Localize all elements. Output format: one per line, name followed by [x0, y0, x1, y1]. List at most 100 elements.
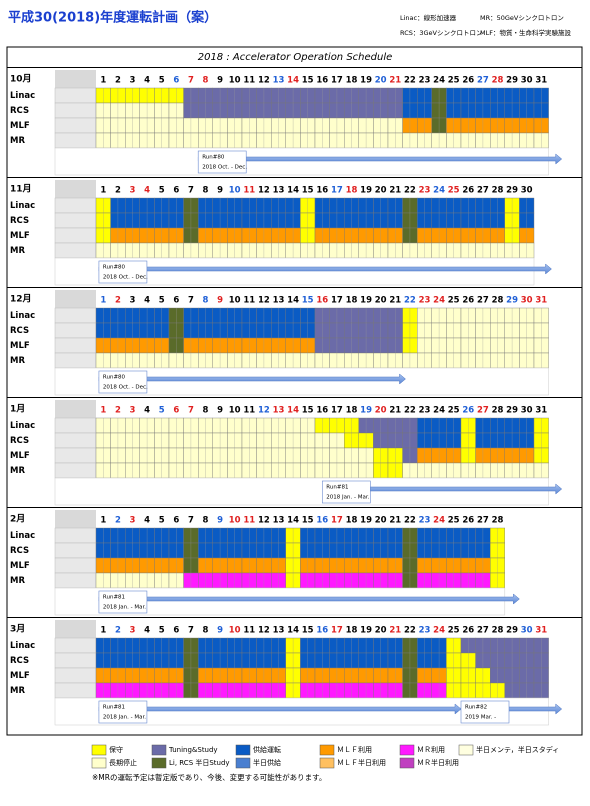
row-gray — [54, 102, 97, 119]
day-number: 18 — [346, 76, 358, 86]
day-number: 10 — [229, 186, 241, 196]
facility-label: MLF — [10, 671, 30, 681]
day-number: 6 — [173, 186, 179, 196]
row-gray — [54, 212, 97, 229]
day-number: 14 — [287, 296, 299, 306]
day-number: 15 — [302, 626, 314, 636]
day-number: 5 — [159, 296, 165, 306]
day-number: 13 — [273, 186, 285, 196]
day-number: 9 — [217, 626, 223, 636]
day-number: 18 — [346, 626, 358, 636]
day-number: 30 — [521, 186, 533, 196]
header-gray — [55, 620, 96, 638]
facility-label: MLF — [10, 231, 30, 241]
day-number: 2 — [115, 76, 121, 86]
day-number: 17 — [331, 296, 343, 306]
facility-label: MLF — [10, 561, 30, 571]
month-label: 10月 — [10, 74, 32, 85]
legend-label: 半日供給 — [253, 758, 281, 767]
day-number: 28 — [492, 516, 504, 526]
day-number: 26 — [462, 406, 474, 416]
day-number: 10 — [229, 626, 241, 636]
day-number: 3 — [130, 406, 136, 416]
day-number: 31 — [535, 76, 547, 86]
header-gray — [55, 290, 96, 308]
day-number: 6 — [173, 76, 179, 86]
day-number: 24 — [433, 626, 445, 636]
day-number: 24 — [433, 516, 445, 526]
day-number: 13 — [273, 516, 285, 526]
day-number: 29 — [506, 626, 518, 636]
day-number: 22 — [404, 516, 416, 526]
day-number: 16 — [316, 296, 328, 306]
day-number: 14 — [287, 516, 299, 526]
day-number: 1 — [100, 186, 106, 196]
row-gray — [54, 417, 97, 434]
row-gray — [54, 667, 97, 684]
month-separator — [7, 67, 582, 68]
day-number: 27 — [477, 406, 489, 416]
row-gray — [54, 132, 97, 149]
facility-label: RCS — [10, 326, 29, 336]
day-number: 27 — [477, 626, 489, 636]
day-number: 4 — [144, 76, 150, 86]
legend-label: ＭＬＦ利用 — [337, 745, 372, 754]
day-number: 24 — [433, 296, 445, 306]
day-number: 9 — [217, 516, 223, 526]
day-number: 23 — [419, 186, 431, 196]
day-number: 26 — [462, 626, 474, 636]
day-number: 28 — [492, 626, 504, 636]
day-number: 1 — [100, 626, 106, 636]
run-name: Run#81 — [326, 485, 348, 491]
day-number: 25 — [448, 626, 460, 636]
day-number: 31 — [535, 626, 547, 636]
day-number: 1 — [100, 76, 106, 86]
day-number: 21 — [389, 406, 401, 416]
facility-label: Linac — [10, 201, 35, 211]
day-number: 27 — [477, 76, 489, 86]
row-gray — [54, 462, 97, 479]
facility-label: MR — [10, 246, 25, 256]
legend-swatch — [151, 757, 167, 769]
run-name: Run#81 — [103, 595, 125, 601]
day-number: 15 — [302, 186, 314, 196]
facility-label: MLF — [10, 121, 30, 131]
day-number: 23 — [419, 76, 431, 86]
legend-swatch — [235, 744, 251, 756]
month-label: 3月 — [10, 624, 25, 635]
facility-label: Linac — [10, 421, 35, 431]
row-gray — [54, 637, 97, 654]
day-number: 29 — [506, 186, 518, 196]
day-number: 8 — [203, 406, 209, 416]
day-number: 15 — [302, 296, 314, 306]
day-number: 11 — [243, 626, 255, 636]
day-number: 2 — [115, 516, 121, 526]
month-label: 1月 — [10, 404, 25, 415]
day-number: 17 — [331, 76, 343, 86]
day-number: 1 — [100, 296, 106, 306]
legend-swatch — [91, 744, 107, 756]
day-number: 16 — [316, 186, 328, 196]
day-number: 22 — [404, 76, 416, 86]
day-number: 12 — [258, 516, 270, 526]
run-period: 2018 Jan. - Mar. — [326, 495, 369, 501]
day-number: 20 — [375, 186, 387, 196]
facility-label: RCS — [10, 436, 29, 446]
day-number: 21 — [389, 186, 401, 196]
row-gray — [54, 352, 97, 369]
day-number: 3 — [130, 296, 136, 306]
row-gray — [54, 682, 97, 699]
day-number: 7 — [188, 186, 194, 196]
facility-label: MR — [10, 576, 25, 586]
run-period: 2018 Oct. - Dec. — [103, 385, 148, 391]
day-number: 6 — [173, 406, 179, 416]
day-number: 18 — [346, 516, 358, 526]
row-gray — [54, 652, 97, 669]
header-gray — [55, 180, 96, 198]
day-number: 3 — [130, 76, 136, 86]
legend-swatch — [458, 744, 474, 756]
run-box — [98, 260, 148, 284]
legend-swatch — [399, 757, 415, 769]
day-number: 25 — [448, 76, 460, 86]
day-number: 25 — [448, 186, 460, 196]
